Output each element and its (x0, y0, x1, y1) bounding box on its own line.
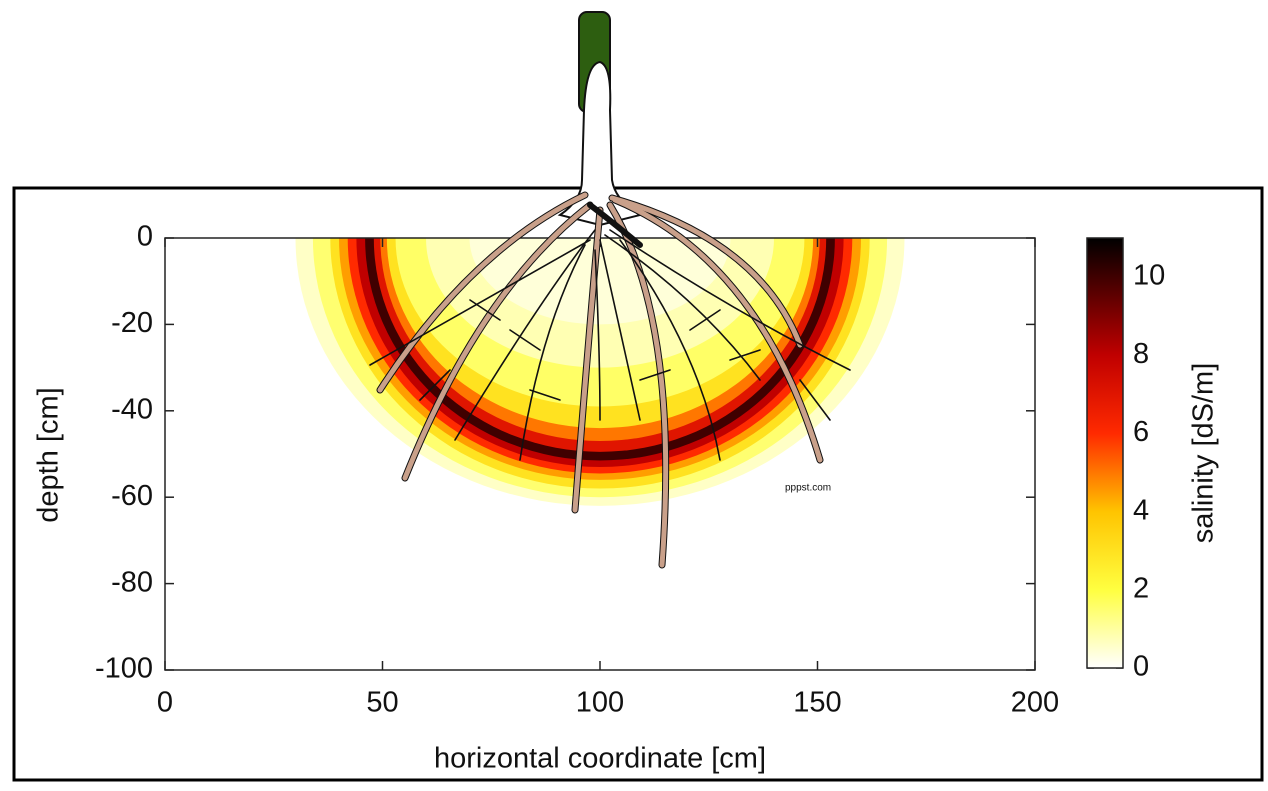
main-roots (377, 192, 823, 568)
colorbar-tick-label: 6 (1133, 416, 1149, 448)
y-tick-label: -20 (111, 307, 153, 339)
colorbar-tick-label: 8 (1133, 338, 1149, 370)
plant-illustration (369, 11, 851, 569)
axes: 0 50 100 150 200 -100 -80 -60 -40 -20 0 0 2 4 6 8 10 (95, 221, 1165, 719)
y-tick-label: -40 (111, 393, 153, 425)
x-tick-label: 50 (366, 687, 398, 719)
y-tick-label: -100 (95, 653, 153, 685)
root-crown (587, 202, 643, 248)
colorbar-tick-label: 4 (1133, 494, 1149, 526)
x-tick-label: 200 (1011, 687, 1059, 719)
colorbar-label: salinity [dS/m] (1188, 363, 1220, 544)
colorbar-tick-label: 2 (1133, 572, 1149, 604)
colorbar-tick-label: 0 (1133, 651, 1149, 683)
x-tick-label: 150 (793, 687, 841, 719)
x-tick-label: 100 (576, 687, 624, 719)
y-tick-label: 0 (137, 221, 153, 253)
y-tick-label: -60 (111, 480, 153, 512)
y-axis-label: depth [cm] (33, 387, 65, 522)
x-tick-label: 0 (157, 687, 173, 719)
colorbar-tick-label: 10 (1133, 260, 1165, 292)
y-tick-label: -80 (111, 566, 153, 598)
watermark: pppst.com (785, 483, 831, 494)
colorbar (1086, 237, 1124, 669)
x-axis-label: horizontal coordinate [cm] (434, 743, 766, 775)
contour-field (295, 238, 905, 506)
fine-roots (369, 229, 851, 461)
